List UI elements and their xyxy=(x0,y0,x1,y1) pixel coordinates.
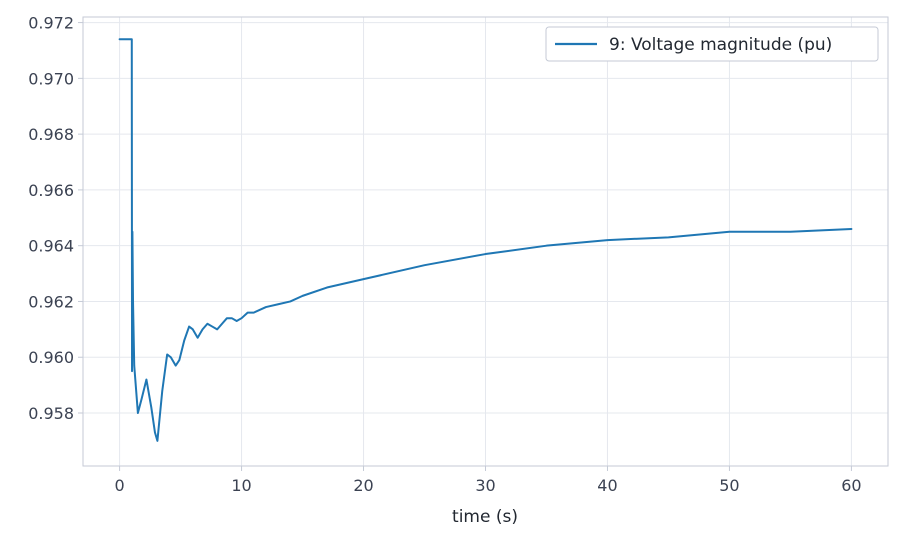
legend-series-label: 9: Voltage magnitude (pu) xyxy=(609,35,832,55)
series-layer xyxy=(118,38,853,442)
y-tick-label: 0.972 xyxy=(28,14,74,33)
y-tick-label: 0.964 xyxy=(28,237,74,256)
x-tick-label: 60 xyxy=(841,476,861,495)
y-tick-label: 0.958 xyxy=(28,404,74,423)
y-tick-label: 0.960 xyxy=(28,348,74,367)
x-axis-label: time (s) xyxy=(452,507,518,527)
y-tick-label: 0.962 xyxy=(28,292,74,311)
x-axis-ticks: 0 10 20 30 40 50 60 xyxy=(114,466,862,495)
y-tick-label: 0.968 xyxy=(28,125,74,144)
x-tick-label: 50 xyxy=(719,476,739,495)
x-tick-label: 40 xyxy=(597,476,617,495)
legend-box xyxy=(545,26,879,62)
y-axis-ticks: 0.958 0.960 0.962 0.964 0.966 0.968 0.970 0.972 xyxy=(28,14,83,423)
x-tick-label: 30 xyxy=(475,476,495,495)
x-tick-label: 0 xyxy=(114,476,124,495)
x-tick-label: 10 xyxy=(231,476,251,495)
grid-lines xyxy=(83,17,888,466)
y-tick-label: 0.970 xyxy=(28,69,74,88)
x-tick-label: 20 xyxy=(353,476,373,495)
y-tick-label: 0.966 xyxy=(28,181,74,200)
legend: 9: Voltage magnitude (pu) xyxy=(545,26,879,62)
series-line-voltage-magnitude xyxy=(118,38,853,442)
